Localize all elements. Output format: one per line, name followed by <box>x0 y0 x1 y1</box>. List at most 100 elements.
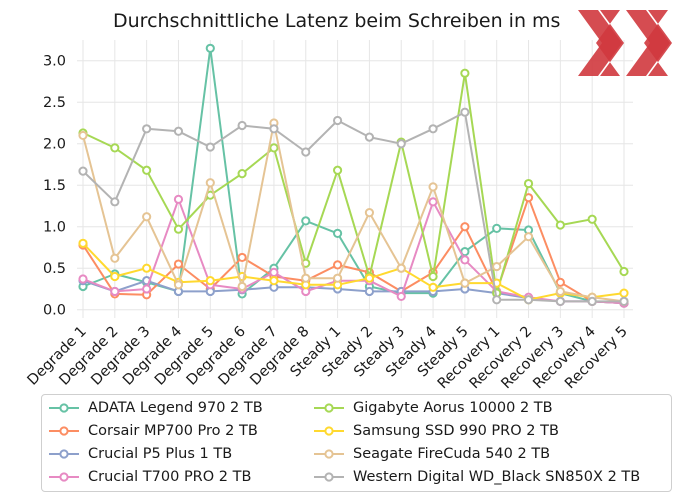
data-point <box>173 224 184 234</box>
data-point <box>587 214 597 224</box>
legend-marker-icon <box>314 403 344 413</box>
data-point <box>173 280 184 290</box>
data-point <box>237 252 247 263</box>
data-point <box>396 291 406 302</box>
legend-item: Western Digital WD_Black SN850X 2 TB <box>313 467 640 487</box>
data-point <box>364 286 375 297</box>
grid <box>77 40 633 318</box>
legend-label: Gigabyte Aorus 10000 2 TB <box>353 400 553 416</box>
data-point <box>78 238 88 248</box>
data-point <box>364 132 375 142</box>
legend-label: Crucial T700 PRO 2 TB <box>88 469 252 485</box>
y-tick-label: 0.0 <box>43 303 66 319</box>
series-line <box>82 72 625 295</box>
data-point <box>460 278 470 288</box>
legend-marker-icon <box>49 426 79 436</box>
data-point <box>110 143 120 153</box>
data-point <box>173 126 184 136</box>
data-point <box>205 276 215 286</box>
data-point <box>332 273 343 283</box>
data-point <box>173 259 184 269</box>
data-point <box>555 277 565 287</box>
data-point <box>78 274 88 284</box>
data-point <box>460 107 470 117</box>
data-point <box>301 147 311 157</box>
data-point <box>396 263 406 273</box>
data-point <box>301 216 311 226</box>
series-7 <box>78 107 629 307</box>
data-point <box>269 267 279 277</box>
legend-item: ADATA Legend 970 2 TB <box>48 398 263 418</box>
data-point <box>142 284 152 294</box>
data-point <box>142 263 152 273</box>
legend-label: Western Digital WD_Black SN850X 2 TB <box>353 469 641 485</box>
legend-marker-icon <box>314 449 344 459</box>
data-point <box>237 281 247 292</box>
data-point <box>428 282 438 292</box>
y-tick-label: 3.0 <box>43 54 66 70</box>
data-point <box>78 130 88 141</box>
data-point <box>555 220 565 230</box>
legend-label: Crucial P5 Plus 1 TB <box>88 446 233 462</box>
data-point <box>78 166 88 176</box>
data-point <box>428 182 438 192</box>
data-point <box>269 124 279 134</box>
data-point <box>428 271 438 282</box>
data-point <box>142 124 152 134</box>
data-point <box>428 197 438 207</box>
y-tick-label: 1.0 <box>43 220 66 236</box>
data-point <box>619 288 629 298</box>
legend: ADATA Legend 970 2 TB Corsair MP700 Pro 2… <box>41 394 672 492</box>
legend-label: ADATA Legend 970 2 TB <box>88 400 263 416</box>
data-point <box>396 139 406 149</box>
series-line <box>82 242 625 301</box>
data-point <box>460 222 470 232</box>
series-6 <box>78 118 629 307</box>
data-point <box>332 115 343 126</box>
series-line <box>82 47 625 305</box>
series-line <box>82 111 624 303</box>
data-point <box>237 120 247 131</box>
legend-item: Corsair MP700 Pro 2 TB <box>48 421 258 441</box>
legend-marker-icon <box>49 472 79 482</box>
data-point <box>205 142 215 152</box>
data-point <box>173 194 184 204</box>
series-lines <box>78 43 629 308</box>
data-point <box>555 296 565 307</box>
legend-item: Gigabyte Aorus 10000 2 TB <box>313 398 553 418</box>
data-point <box>142 212 152 222</box>
legend-marker-icon <box>314 426 344 436</box>
legend-label: Samsung SSD 990 PRO 2 TB <box>353 423 559 439</box>
data-point <box>619 296 629 307</box>
y-tick-label: 1.5 <box>43 178 66 194</box>
data-point <box>523 232 534 242</box>
data-point <box>492 223 502 233</box>
data-point <box>110 197 120 207</box>
chart-title: Durchschnittliche Latenz beim Schreiben … <box>113 10 560 32</box>
legend-marker-icon <box>49 403 79 413</box>
data-point <box>428 124 438 134</box>
data-point <box>110 286 120 297</box>
y-tick-label: 0.5 <box>43 261 66 277</box>
data-point <box>364 208 375 218</box>
data-point <box>142 165 152 175</box>
data-point <box>492 261 502 272</box>
data-point <box>460 68 470 78</box>
data-point <box>269 143 279 153</box>
data-point <box>332 228 343 238</box>
logo-cross-icon <box>578 10 672 76</box>
data-point <box>237 169 247 179</box>
data-point <box>205 178 215 188</box>
legend-label: Seagate FireCuda 540 2 TB <box>353 446 551 462</box>
data-point <box>364 273 375 283</box>
data-point <box>332 165 343 175</box>
data-point <box>110 271 120 282</box>
data-point <box>460 255 470 265</box>
data-point <box>492 295 502 305</box>
legend-label: Corsair MP700 Pro 2 TB <box>88 423 258 439</box>
data-point <box>332 260 343 270</box>
data-point <box>523 178 534 189</box>
y-tick-label: 2.5 <box>43 95 66 111</box>
